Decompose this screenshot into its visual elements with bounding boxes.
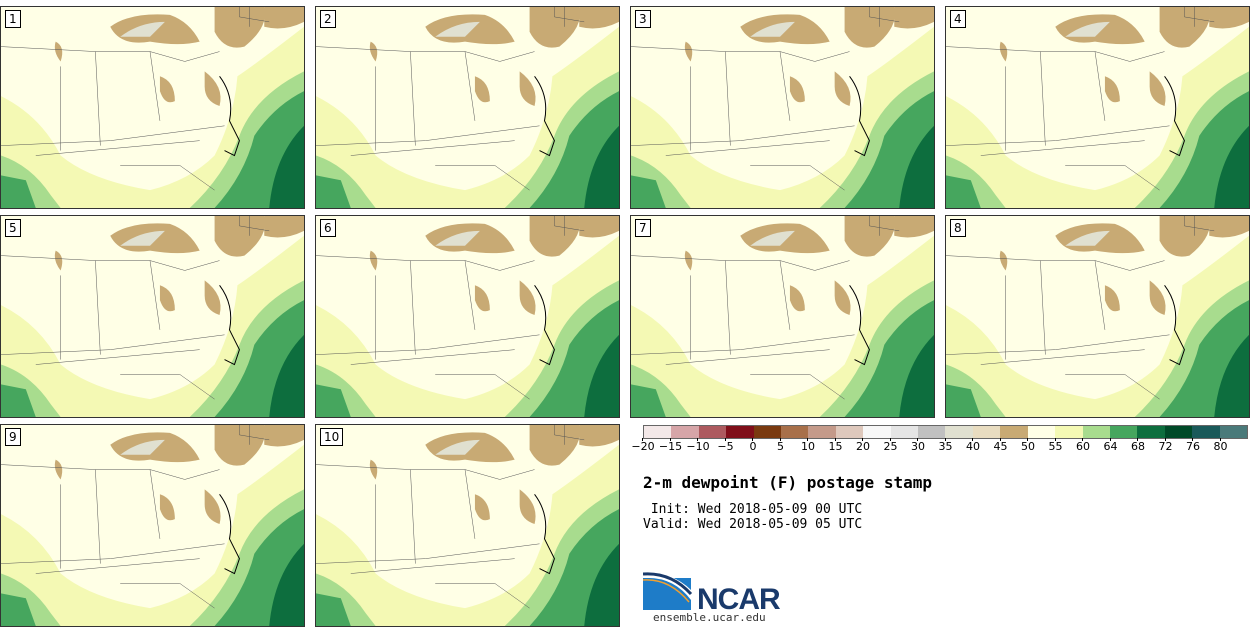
colorbar-segment	[1055, 426, 1083, 438]
colorbar-segment	[753, 426, 782, 438]
colorbar-tick-label: 76	[1178, 438, 1208, 453]
colorbar-tick-label: 60	[1068, 438, 1098, 453]
panel-label: 6	[320, 219, 336, 237]
colorbar-tick-label: 72	[1151, 438, 1181, 453]
colorbar-tick-label: 10	[793, 438, 823, 453]
panel-label: 5	[5, 219, 21, 237]
colorbar-tick-label: 64	[1096, 438, 1126, 453]
colorbar-tick-label: 35	[931, 438, 961, 453]
map-title: 2-m dewpoint (F) postage stamp	[643, 473, 932, 492]
map-panel-9: 9	[0, 424, 305, 627]
colorbar-segment	[644, 426, 672, 438]
colorbar-segment	[726, 426, 754, 438]
map-panel-3: 3	[630, 6, 935, 209]
colorbar-tick-label: 50	[1013, 438, 1043, 453]
colorbar-tick-label: 45	[986, 438, 1016, 453]
panel-label: 10	[320, 428, 344, 446]
colorbar-tick-label: 30	[903, 438, 933, 453]
colorbar-tick-label: 5	[766, 438, 796, 453]
colorbar-segment	[781, 426, 809, 438]
colorbar-segment	[945, 426, 973, 438]
site-url: ensemble.ucar.edu	[653, 611, 766, 624]
colorbar-segment	[835, 426, 864, 438]
panel-label: 3	[635, 10, 651, 28]
colorbar-segment	[698, 426, 727, 438]
logo-text: NCAR	[697, 583, 781, 616]
panel-label: 4	[950, 10, 966, 28]
colorbar-tick-label: 0	[738, 438, 768, 453]
colorbar-segment	[671, 426, 699, 438]
colorbar-segment	[1109, 426, 1138, 438]
colorbar-segment	[1137, 426, 1165, 438]
colorbar	[643, 425, 1248, 439]
colorbar-segment	[863, 426, 891, 438]
colorbar-tick-label: 40	[958, 438, 988, 453]
colorbar-tick-label: −5	[711, 438, 741, 453]
colorbar-tick-label: −20	[628, 438, 658, 453]
colorbar-tick-label: 55	[1041, 438, 1071, 453]
colorbar-segment	[1082, 426, 1110, 438]
map-panel-4: 4	[945, 6, 1250, 209]
colorbar-segment	[890, 426, 919, 438]
panel-label: 7	[635, 219, 651, 237]
map-panel-1: 1	[0, 6, 305, 209]
colorbar-segment	[1000, 426, 1028, 438]
colorbar-tick-label: 68	[1123, 438, 1153, 453]
init-time: Init: Wed 2018-05-09 00 UTC	[643, 502, 863, 517]
colorbar-tick-label: 15	[821, 438, 851, 453]
map-panel-8: 8	[945, 215, 1250, 418]
valid-time: Valid: Wed 2018-05-09 05 UTC	[643, 517, 863, 532]
map-panel-6: 6	[315, 215, 620, 418]
colorbar-tick-label: −15	[656, 438, 686, 453]
map-panel-7: 7	[630, 215, 935, 418]
ncar-logo-icon	[643, 572, 693, 610]
panel-label: 1	[5, 10, 21, 28]
map-panel-10: 10	[315, 424, 620, 627]
colorbar-tick-label: −10	[683, 438, 713, 453]
colorbar-tick-label: 80	[1206, 438, 1236, 453]
colorbar-segment	[1219, 426, 1247, 438]
panel-label: 8	[950, 219, 966, 237]
colorbar-segment	[1027, 426, 1056, 438]
map-panel-2: 2	[315, 6, 620, 209]
colorbar-segment	[808, 426, 836, 438]
colorbar-segment	[1164, 426, 1193, 438]
map-panel-5: 5	[0, 215, 305, 418]
colorbar-segment	[918, 426, 946, 438]
panel-label: 2	[320, 10, 336, 28]
panel-label: 9	[5, 428, 21, 446]
colorbar-tick-label: 20	[848, 438, 878, 453]
colorbar-segment	[972, 426, 1001, 438]
colorbar-tick-label: 25	[876, 438, 906, 453]
colorbar-segment	[1192, 426, 1220, 438]
colorbar-ticks: −20 −15 −10 −5 0 5 10 15 20 25 30 35 40 45 50 55 60 64 68 7…	[631, 438, 1248, 460]
